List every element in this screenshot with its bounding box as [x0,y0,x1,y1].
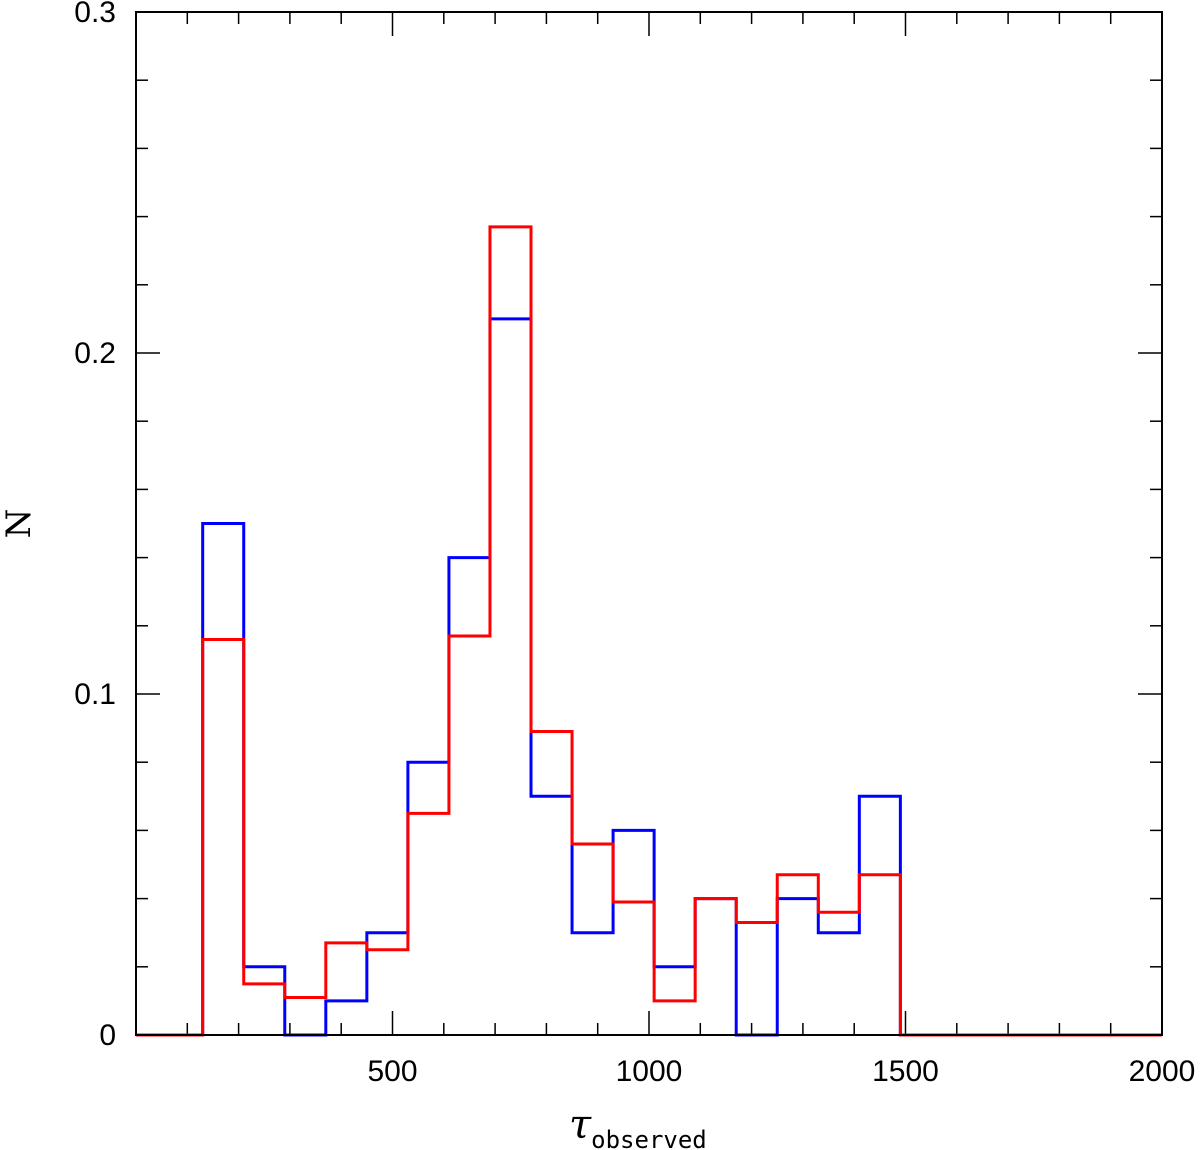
y-tick-label: 0.2 [74,337,116,370]
histogram-step-line [136,317,1162,1037]
y-tick-label: 0 [99,1019,116,1052]
x-axis-label-symbol: τ [569,1102,592,1148]
x-tick-label: 500 [367,1055,417,1088]
minor-ticks [136,12,1162,1035]
histogram-series-1 [136,317,1162,1037]
plot-frame [135,11,1163,1036]
x-axis-label-subscript: observed [591,1126,707,1150]
y-axis-label: N [0,509,39,539]
x-axis-label: τobserved [569,1102,707,1150]
major-ticks [136,11,1163,1036]
x-tick-label: 1500 [872,1055,939,1088]
histogram-series-2 [136,225,1162,1037]
series-layer [136,225,1162,1037]
y-tick-label: 0.1 [74,678,116,711]
histogram-step-line [136,225,1162,1037]
x-tick-label: 1000 [616,1055,683,1088]
tick-labels: 500 1000 1500 2000 0 0.1 0.2 0.3 [74,0,1195,1088]
x-tick-label: 2000 [1129,1055,1196,1088]
y-tick-label: 0.3 [74,0,116,29]
